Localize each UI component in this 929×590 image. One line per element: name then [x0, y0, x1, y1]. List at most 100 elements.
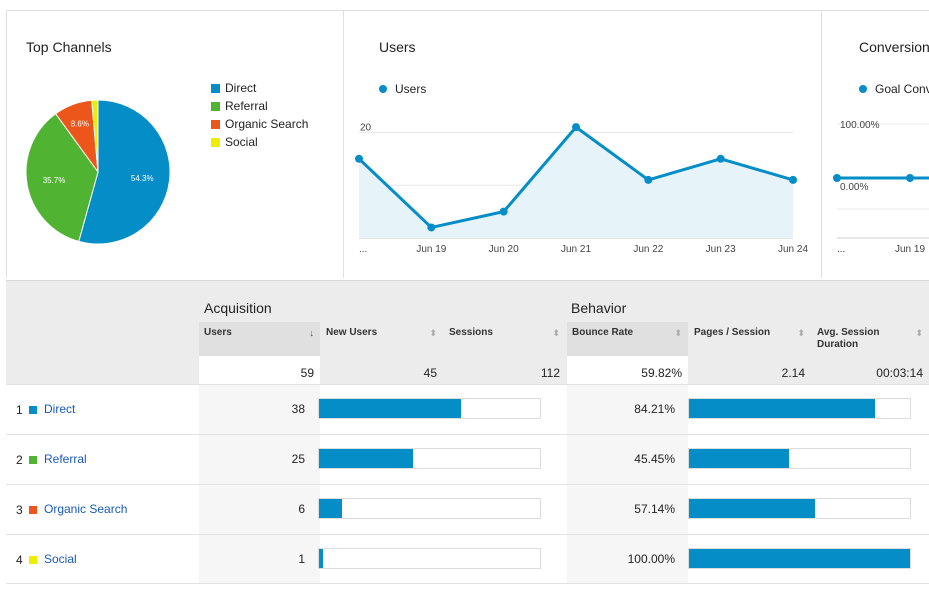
table-bottom-border [6, 583, 929, 584]
table-header [6, 281, 929, 384]
users-share-bar-fill [319, 549, 323, 568]
row-bounce-rate: 57.14% [634, 502, 675, 516]
group-acquisition: Acquisition [204, 300, 272, 316]
bounce-rate-cell [567, 535, 688, 584]
group-behavior: Behavior [571, 300, 627, 316]
legend-swatch-referral [211, 101, 220, 111]
col-users-label: Users [204, 327, 232, 338]
conversions-series-label: Goal Conversion Rate [875, 82, 929, 96]
legend-label: Organic Search [225, 117, 309, 131]
col-sessions-label: Sessions [449, 327, 493, 338]
col-bounce-rate[interactable]: Bounce Rate ⬍ [567, 322, 688, 356]
legend-item-direct[interactable]: Direct [211, 79, 308, 97]
sort-icon: ⬍ [797, 328, 805, 338]
bounce-rate-bar-fill [689, 449, 790, 468]
row-number: 1 [16, 403, 23, 417]
conversions-point [833, 174, 841, 182]
x-tick-label: Jun 22 [633, 244, 663, 255]
legend-item-social[interactable]: Social [211, 133, 308, 151]
row-bounce-rate: 84.21% [634, 402, 675, 416]
x-tick-label: Jun 19 [895, 244, 925, 255]
table-row: 4 Social 1 100.00% [6, 534, 929, 584]
users-area [359, 127, 793, 238]
legend-swatch-social [211, 137, 220, 147]
bounce-rate-cell [567, 435, 688, 484]
row-number: 4 [16, 553, 23, 567]
users-share-bar [318, 448, 541, 469]
x-tick-label: ... [837, 244, 845, 255]
y-tick-label: 0.00% [840, 182, 868, 193]
col-new-users[interactable]: New Users ⬍ [321, 322, 443, 356]
bounce-rate-bar-fill [689, 399, 876, 418]
conversions-point [906, 174, 914, 182]
series-dot-icon [859, 85, 867, 93]
top-channels-title: Top Channels [26, 39, 112, 55]
col-sessions[interactable]: Sessions ⬍ [444, 322, 566, 356]
users-point [572, 123, 580, 132]
col-bounce-rate-label: Bounce Rate [572, 327, 634, 338]
channel-swatch [29, 506, 37, 514]
table-row: 1 Direct 38 84.21% [6, 384, 929, 434]
channel-link[interactable]: Organic Search [44, 502, 128, 516]
total-bounce-rate: 59.82% [567, 356, 688, 384]
row-bounce-rate: 45.45% [634, 452, 675, 466]
users-cell [199, 535, 320, 584]
legend-swatch-organic-search [211, 119, 220, 129]
y-tick-label: 20 [360, 122, 372, 133]
channel-swatch [29, 556, 37, 564]
x-tick-label: Jun 19 [416, 244, 446, 255]
sort-desc-icon: ↓ [309, 328, 315, 338]
top-channels-pie: 54.3% 35.7% 8.6% [25, 99, 171, 245]
users-cell [199, 485, 320, 534]
col-new-users-label: New Users [326, 327, 378, 338]
legend-item-referral[interactable]: Referral [211, 97, 308, 115]
users-title: Users [379, 39, 416, 55]
pie-slice-label: 8.6% [71, 119, 89, 128]
channel-link[interactable]: Referral [44, 452, 87, 466]
row-number: 3 [16, 503, 23, 517]
users-point [499, 207, 508, 216]
top-channels-card: Top Channels 54.3% 35.7% 8.6% Direct Refer… [6, 10, 343, 278]
conversions-card: Conversions Goal Conversion Rate 100.00%… [821, 10, 929, 278]
row-users: 25 [291, 452, 305, 466]
bounce-rate-bar [688, 498, 911, 519]
channel-link[interactable]: Direct [44, 402, 76, 416]
pie-slice [25, 113, 99, 243]
sort-icon: ⬍ [674, 328, 682, 338]
channel-link[interactable]: Social [44, 552, 77, 566]
pie-slice [78, 99, 171, 245]
users-cell [199, 435, 320, 484]
total-sessions: 112 [540, 366, 560, 380]
pie-slice-label: 35.7% [43, 176, 66, 185]
conversions-title: Conversions [859, 39, 929, 55]
users-share-bar [318, 398, 541, 419]
bounce-rate-bar [688, 448, 911, 469]
col-avg-session[interactable]: Avg. Session Duration ⬍ [812, 322, 929, 356]
conversions-series-legend[interactable]: Goal Conversion Rate [859, 82, 929, 96]
channel-swatch [29, 456, 37, 464]
users-point [644, 175, 653, 184]
x-tick-label: Jun 20 [489, 244, 519, 255]
users-point [355, 154, 363, 163]
users-point [716, 154, 725, 163]
conversions-line-chart: 100.00% 0.00%... Jun 19 [833, 120, 929, 255]
bounce-rate-bar [688, 548, 911, 569]
row-users: 6 [298, 502, 305, 516]
users-series-legend[interactable]: Users [379, 82, 426, 96]
legend-label: Social [225, 135, 258, 149]
row-users: 38 [291, 402, 305, 416]
top-channels-legend: Direct Referral Organic Search Social [211, 79, 308, 151]
col-users[interactable]: Users ↓ [199, 322, 320, 356]
legend-label: Referral [225, 99, 268, 113]
col-pages-session[interactable]: Pages / Session ⬍ [689, 322, 811, 356]
sort-icon: ⬍ [429, 328, 437, 338]
legend-item-organic-search[interactable]: Organic Search [211, 115, 308, 133]
sort-icon: ⬍ [915, 328, 923, 338]
row-bounce-rate: 100.00% [627, 552, 675, 566]
users-cell [199, 385, 320, 434]
users-share-bar [318, 498, 541, 519]
series-dot-icon [379, 85, 387, 93]
bounce-rate-bar [688, 398, 911, 419]
